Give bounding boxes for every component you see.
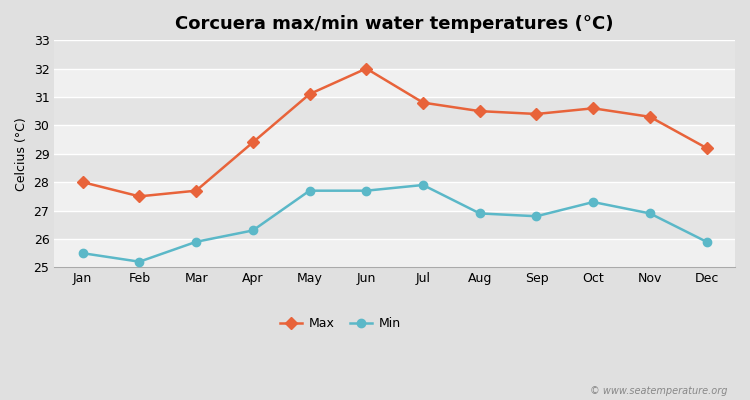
Min bbox=[362, 188, 370, 193]
Bar bbox=[54, 210, 735, 239]
Line: Min: Min bbox=[79, 181, 711, 266]
Bar bbox=[54, 239, 735, 267]
Bar bbox=[54, 97, 735, 125]
Min bbox=[191, 240, 200, 244]
Max bbox=[476, 109, 484, 114]
Min bbox=[135, 259, 144, 264]
Max bbox=[589, 106, 598, 111]
Min bbox=[305, 188, 314, 193]
Min bbox=[78, 251, 87, 256]
Max bbox=[191, 188, 200, 193]
Max bbox=[78, 180, 87, 184]
Bar bbox=[54, 125, 735, 154]
Min bbox=[589, 200, 598, 204]
Title: Corcuera max/min water temperatures (°C): Corcuera max/min water temperatures (°C) bbox=[176, 15, 614, 33]
Max bbox=[419, 100, 428, 105]
Min bbox=[646, 211, 655, 216]
Bar bbox=[54, 182, 735, 210]
Min bbox=[476, 211, 484, 216]
Legend: Max, Min: Max, Min bbox=[275, 312, 406, 335]
Bar bbox=[54, 40, 735, 68]
Y-axis label: Celcius (°C): Celcius (°C) bbox=[15, 117, 28, 191]
Max bbox=[702, 146, 711, 150]
Min bbox=[532, 214, 541, 219]
Bar bbox=[54, 68, 735, 97]
Min bbox=[248, 228, 257, 233]
Line: Max: Max bbox=[79, 64, 711, 200]
Bar bbox=[54, 154, 735, 182]
Min bbox=[419, 183, 428, 188]
Max bbox=[532, 112, 541, 116]
Max bbox=[305, 92, 314, 96]
Max bbox=[248, 140, 257, 145]
Text: © www.seatemperature.org: © www.seatemperature.org bbox=[590, 386, 728, 396]
Min bbox=[702, 240, 711, 244]
Max bbox=[646, 114, 655, 119]
Max bbox=[135, 194, 144, 199]
Max bbox=[362, 66, 370, 71]
